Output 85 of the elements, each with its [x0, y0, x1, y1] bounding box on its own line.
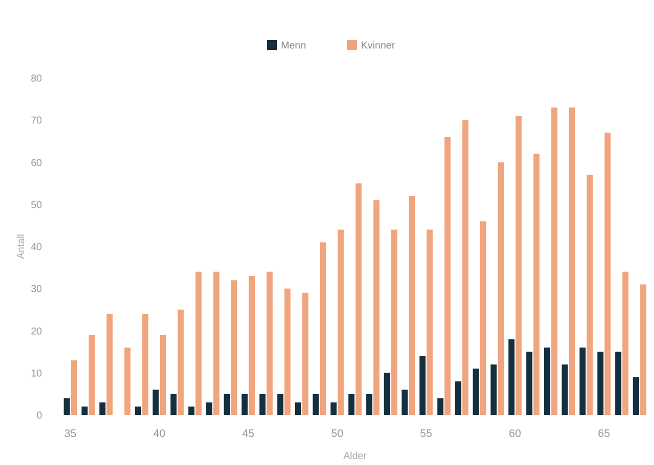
x-tick-label: 55 — [420, 428, 432, 440]
x-tick-label: 50 — [331, 428, 344, 440]
bar — [231, 280, 238, 415]
y-tick-label: 10 — [30, 368, 42, 380]
bar — [99, 402, 106, 415]
bar — [586, 174, 593, 415]
bar — [568, 107, 576, 415]
bar — [330, 402, 337, 415]
bar — [70, 360, 78, 415]
x-axis-title: Alder — [343, 451, 368, 462]
x-tick-label: 35 — [64, 428, 77, 440]
x-tick-label: 45 — [242, 428, 254, 440]
bar — [622, 272, 628, 415]
bar — [356, 183, 362, 415]
x-tick-label: 60 — [508, 428, 522, 440]
bar — [152, 390, 159, 415]
bar — [455, 381, 462, 415]
bar — [580, 348, 586, 415]
bar — [284, 288, 291, 415]
y-tick-label: 60 — [30, 158, 42, 169]
bar — [562, 364, 568, 415]
bar — [224, 394, 230, 415]
bar — [312, 394, 319, 415]
bar — [597, 352, 604, 415]
y-tick-label: 0 — [36, 410, 42, 422]
bar — [206, 402, 212, 415]
bar — [472, 368, 479, 415]
bar — [632, 377, 640, 415]
bar — [462, 120, 468, 415]
bar — [348, 394, 354, 415]
bar — [640, 284, 646, 415]
bar — [82, 406, 88, 415]
bar — [366, 394, 372, 415]
bar — [188, 406, 194, 415]
bar — [373, 200, 380, 415]
legend-label: Menn — [281, 40, 306, 52]
y-tick-label: 20 — [30, 326, 42, 338]
bar — [248, 276, 255, 415]
bar — [490, 364, 497, 415]
bar — [402, 390, 408, 415]
bar — [615, 352, 622, 415]
bar — [106, 314, 113, 415]
bar — [480, 221, 486, 415]
y-tick-label: 40 — [30, 242, 42, 253]
bar — [419, 356, 426, 415]
y-axis-title: Antall — [16, 234, 27, 260]
bar — [170, 394, 177, 415]
bar — [134, 406, 142, 415]
bar — [320, 242, 326, 415]
bar — [242, 394, 248, 415]
bar — [533, 154, 540, 415]
x-tick-label: 40 — [153, 428, 166, 440]
bar — [195, 272, 202, 415]
bar — [338, 230, 344, 415]
bar — [437, 398, 444, 415]
bar — [498, 162, 504, 415]
bar — [408, 196, 416, 415]
bar — [88, 334, 95, 415]
bar — [178, 310, 184, 415]
bar — [277, 394, 284, 415]
bar — [508, 339, 515, 415]
bar — [160, 334, 166, 415]
bar — [266, 272, 273, 415]
y-tick-label: 50 — [30, 200, 42, 211]
bar — [124, 348, 130, 415]
y-tick-label: 70 — [30, 116, 42, 127]
y-tick-label: 80 — [30, 74, 42, 84]
bar — [391, 230, 398, 415]
bar — [544, 348, 550, 415]
bar — [64, 398, 70, 415]
bar — [213, 272, 220, 415]
bar — [604, 132, 611, 415]
x-tick-label: 65 — [598, 428, 610, 440]
bar — [259, 394, 266, 415]
legend-label: Kvinner — [361, 40, 396, 52]
y-tick-label: 30 — [30, 284, 42, 296]
bar — [444, 136, 451, 415]
bar — [384, 372, 390, 415]
bar — [426, 230, 433, 415]
bar — [294, 402, 302, 415]
bar — [526, 352, 532, 415]
bar — [302, 292, 308, 415]
bar — [516, 116, 522, 415]
bar — [142, 314, 148, 415]
bar — [551, 107, 558, 415]
